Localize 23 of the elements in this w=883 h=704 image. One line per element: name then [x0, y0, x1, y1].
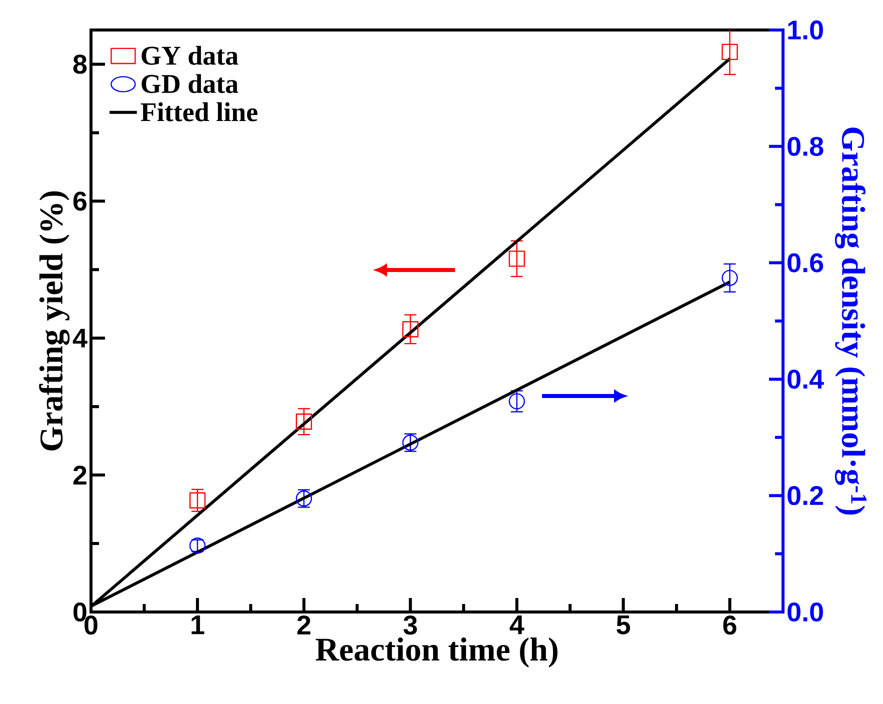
legend-label: GD data [142, 74, 238, 94]
y2-tick-label: 0.2 [788, 486, 823, 506]
y2-tick-label: 1.0 [788, 20, 823, 40]
y2-tick-label: 0.0 [788, 602, 823, 622]
y-tick-label: 0 [74, 602, 86, 622]
legend-label: GY data [142, 46, 238, 65]
y2-tick-label: 0.8 [788, 136, 824, 156]
x-tick-label: 6 [723, 616, 736, 635]
y-tick-label: 2 [73, 466, 86, 484]
y-axis-title: Grafting yield (%) [39, 191, 70, 450]
x-tick-label: 1 [192, 616, 204, 634]
y2-tick-label: 0.6 [788, 253, 824, 272]
x-tick-label: 4 [510, 616, 524, 634]
x-tick-label: 5 [616, 616, 630, 634]
y2-axis-title: Grafting density (mmol·g$^{-1}$) [834, 128, 866, 515]
y-tick-label: 8 [73, 54, 87, 74]
x-axis-title: Reaction time (h) [316, 638, 558, 668]
x-tick-label: 3 [404, 616, 417, 635]
x-tick-label: 2 [297, 616, 310, 634]
y-tick-label: 4 [72, 328, 88, 348]
y-tick-label: 6 [73, 192, 86, 211]
y2-tick-label: 0.4 [788, 370, 824, 389]
legend-label: Fitted line [140, 102, 258, 122]
